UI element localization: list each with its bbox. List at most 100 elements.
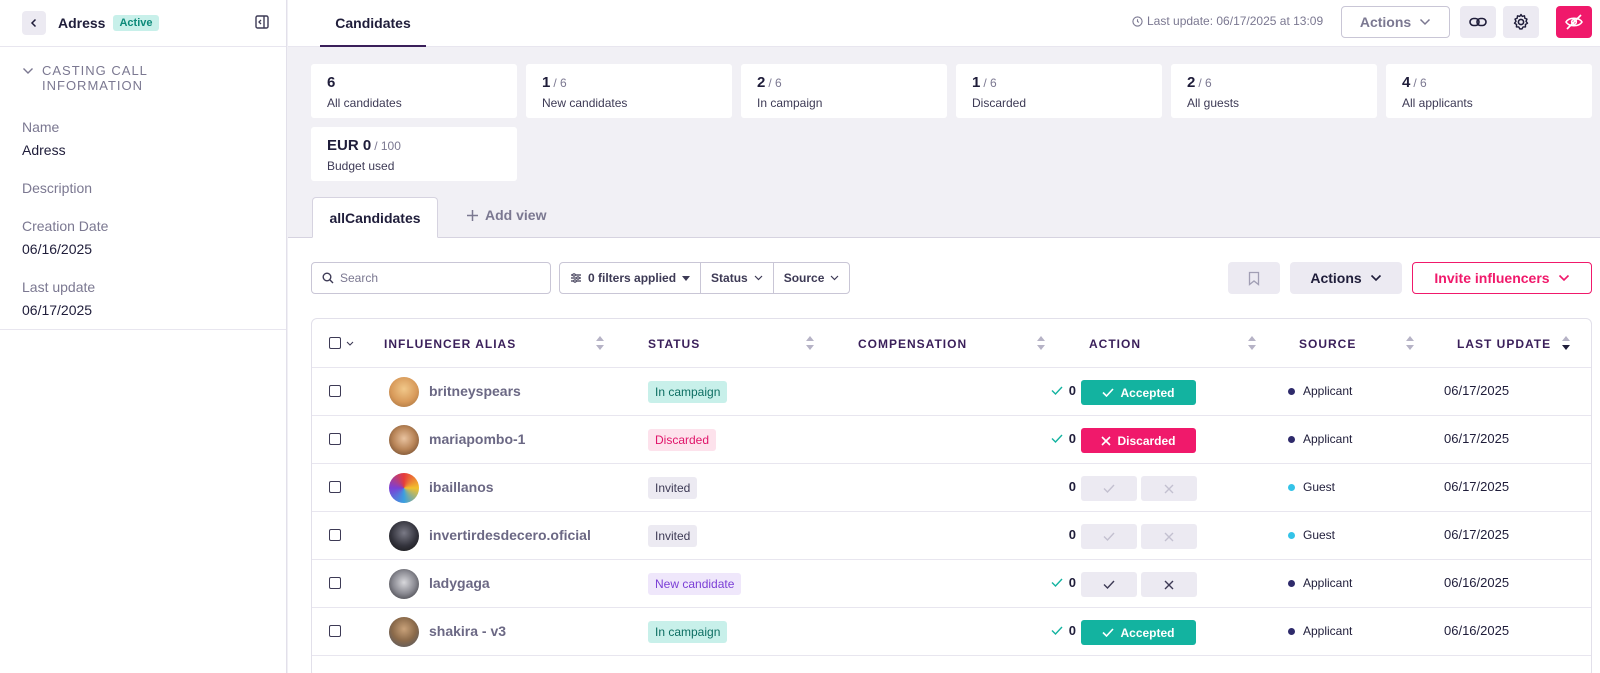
compensation-value: 0 [1068, 575, 1076, 590]
actions-dropdown-top[interactable]: Actions [1341, 6, 1450, 38]
accepted-badge[interactable]: Accepted [1081, 380, 1196, 405]
source: Applicant [1288, 384, 1352, 398]
search-input[interactable] [340, 271, 540, 285]
avatar [389, 473, 419, 503]
action-label: Accepted [1120, 385, 1175, 400]
source-filter-label: Source [783, 271, 825, 285]
sort-icon[interactable] [1036, 333, 1046, 353]
save-view-button[interactable] [1228, 262, 1280, 294]
influencer-alias[interactable]: shakira - v3 [429, 623, 507, 639]
stat-in-campaign[interactable]: 2/ 6 In campaign [741, 64, 947, 118]
source: Applicant [1288, 624, 1352, 638]
row-checkbox[interactable] [329, 577, 341, 589]
add-view-button[interactable]: Add view [466, 207, 546, 223]
table-row[interactable]: ibaillanos Invited 0 Guest 06/17/2025 [312, 464, 1591, 512]
tab-all-candidates[interactable]: allCandidates [312, 197, 438, 238]
influencer-alias[interactable]: ladygaga [429, 575, 490, 591]
source-filter[interactable]: Source [774, 263, 850, 293]
compensation: 0 [1004, 383, 1076, 398]
table-row[interactable]: invertirdesdecero.oficial Invited 0 Gues… [312, 512, 1591, 560]
stat-value: 2 [1187, 74, 1196, 91]
stat-all-guests[interactable]: 2/ 6 All guests [1171, 64, 1377, 118]
stat-total: / 6 [768, 76, 782, 90]
plus-icon [467, 209, 478, 221]
settings-button[interactable] [1503, 6, 1539, 38]
copy-link-button[interactable] [1460, 6, 1496, 38]
table-row[interactable]: britneyspears In campaign 0 Accepted App… [312, 368, 1591, 416]
col-status[interactable]: STATUS [648, 337, 701, 351]
stat-total: / 100 [374, 139, 401, 153]
actions-dropdown[interactable]: Actions [1290, 262, 1402, 294]
row-checkbox[interactable] [329, 529, 341, 541]
guest-dot [1288, 483, 1295, 491]
accept-button[interactable] [1081, 524, 1137, 549]
accept-button[interactable] [1081, 476, 1137, 501]
avatar [389, 521, 419, 551]
discard-button[interactable] [1141, 524, 1197, 549]
tab-candidates[interactable]: Candidates [320, 0, 426, 47]
collapse-sidebar-icon[interactable] [254, 14, 270, 30]
row-checkbox[interactable] [329, 433, 341, 445]
accepted-badge[interactable]: Accepted [1081, 620, 1196, 645]
compensation: 0 [1004, 575, 1076, 590]
hide-visibility-button[interactable] [1556, 6, 1592, 38]
last-update: 06/17/2025 [1444, 527, 1510, 542]
col-influencer-alias[interactable]: INFLUENCER ALIAS [384, 337, 517, 351]
row-checkbox[interactable] [329, 481, 341, 493]
discarded-badge[interactable]: Discarded [1081, 428, 1196, 453]
check-icon [1103, 532, 1115, 541]
col-last-update[interactable]: LAST UPDATE [1457, 337, 1552, 351]
close-icon [1164, 580, 1174, 589]
chevron-down-icon[interactable] [346, 341, 354, 346]
discard-button[interactable] [1141, 572, 1197, 597]
table-row[interactable]: ladygaga New candidate 0 Applicant 06/16… [312, 560, 1591, 608]
filters-dropdown[interactable]: 0 filters applied [560, 263, 702, 293]
top-bar: Candidates Last update: 06/17/2025 at 13… [288, 0, 1600, 47]
close-icon [1164, 484, 1174, 493]
last-update: 06/16/2025 [1444, 575, 1510, 590]
influencer-alias[interactable]: britneyspears [429, 383, 521, 399]
influencer-alias[interactable]: mariapombo-1 [429, 431, 526, 447]
table-row[interactable]: shakira - v3 In campaign 0 Accepted Appl… [312, 608, 1591, 656]
stat-all-candidates[interactable]: 6 All candidates [311, 64, 517, 118]
influencer-alias[interactable]: invertirdesdecero.oficial [429, 527, 591, 543]
status-badge: Invited [648, 477, 698, 499]
name-label: Name [22, 119, 60, 135]
col-compensation[interactable]: COMPENSATION [858, 337, 968, 351]
col-action[interactable]: ACTION [1089, 337, 1141, 351]
sort-icon[interactable] [1247, 333, 1257, 353]
chevron-down-icon [1558, 274, 1569, 282]
add-view-label: Add view [485, 207, 547, 223]
compensation-value: 0 [1068, 479, 1076, 494]
col-source[interactable]: SOURCE [1299, 337, 1357, 351]
row-checkbox[interactable] [329, 625, 341, 637]
sort-desc-icon[interactable] [1561, 333, 1571, 353]
stat-all-applicants[interactable]: 4/ 6 All applicants [1386, 64, 1592, 118]
sort-icon[interactable] [1405, 333, 1415, 353]
discard-button[interactable] [1141, 476, 1197, 501]
last-update-label: Last update [22, 279, 96, 295]
back-button[interactable] [22, 11, 46, 35]
stat-discarded[interactable]: 1/ 6 Discarded [956, 64, 1162, 118]
sort-icon[interactable] [805, 333, 815, 353]
source: Guest [1288, 480, 1335, 494]
avatar [389, 617, 419, 647]
influencer-alias[interactable]: ibaillanos [429, 479, 494, 495]
gear-icon [1513, 13, 1529, 30]
search-box [311, 262, 551, 294]
stat-total: / 6 [1413, 76, 1427, 90]
row-checkbox[interactable] [329, 385, 341, 397]
last-update-text: Last update: 06/17/2025 at 13:09 [1147, 14, 1324, 28]
accept-button[interactable] [1081, 572, 1137, 597]
close-icon [1164, 532, 1174, 541]
avatar [389, 569, 419, 599]
stat-new-candidates[interactable]: 1/ 6 New candidates [526, 64, 732, 118]
select-all-checkbox[interactable] [329, 337, 341, 349]
invite-influencers-button[interactable]: Invite influencers [1412, 262, 1592, 294]
search-icon [322, 272, 334, 284]
table-row[interactable]: mariapombo-1 Discarded 0 Discarded Appli… [312, 416, 1591, 464]
sort-icon[interactable] [595, 333, 605, 353]
filter-sliders-icon [571, 273, 581, 283]
section-toggle[interactable]: CASTING CALL INFORMATION [22, 63, 264, 93]
status-filter[interactable]: Status [701, 263, 774, 293]
